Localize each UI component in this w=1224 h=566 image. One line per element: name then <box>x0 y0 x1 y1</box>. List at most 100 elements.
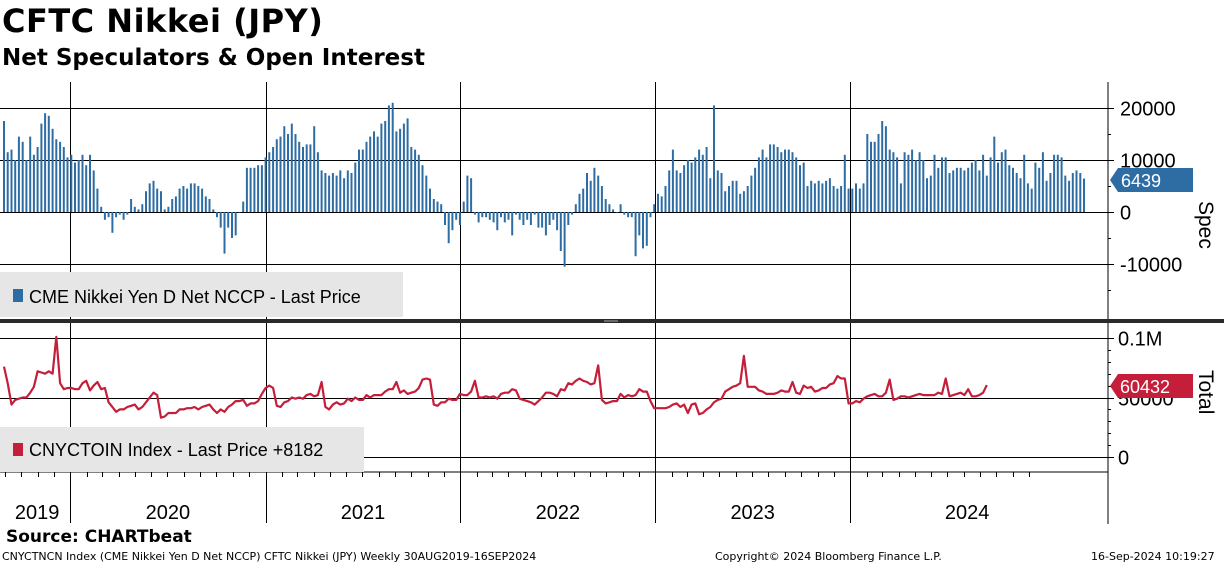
spec-bar <box>6 152 9 212</box>
spec-bar <box>821 183 824 212</box>
spec-bar <box>313 126 316 212</box>
spec-bar <box>899 183 902 212</box>
spec-bar <box>686 160 689 212</box>
spec-bar <box>982 154 985 212</box>
spec-bar <box>1064 175 1067 212</box>
spec-bar <box>257 165 260 212</box>
spec-bar <box>556 212 559 231</box>
spec-bar <box>384 121 387 212</box>
spec-bar <box>787 149 790 212</box>
spec-bar <box>458 212 461 225</box>
spec-bar <box>619 204 622 212</box>
spec-bar <box>414 149 417 212</box>
spec-bar <box>653 204 656 212</box>
spec-bar <box>373 131 375 212</box>
spec-bar <box>728 186 730 212</box>
spec-bar <box>275 139 278 212</box>
spec-bar <box>810 180 813 212</box>
spec-bar <box>466 175 469 212</box>
spec-bar <box>813 183 816 212</box>
year-label: 2020 <box>146 502 191 524</box>
spec-bar <box>541 212 544 228</box>
total-legend-label: CNYCTOIN Index - Last Price +8182 <box>29 440 323 460</box>
spec-bar <box>417 154 420 212</box>
spec-bar <box>735 180 738 212</box>
total-legend: CNYCTOIN Index - Last Price +8182 <box>0 427 364 472</box>
spec-last-value-flag: 6439 <box>1110 168 1193 192</box>
spec-bar <box>62 147 65 212</box>
spec-bar <box>802 162 805 212</box>
spec-bar <box>589 180 592 212</box>
spec-tick-label: 10000 <box>1120 151 1176 173</box>
spec-bar <box>1026 183 1029 212</box>
spec-bar <box>89 154 91 212</box>
spec-bar <box>593 167 596 212</box>
spec-bar <box>1012 167 1014 212</box>
spec-bar <box>843 154 846 212</box>
spec-bar <box>473 212 476 215</box>
spec-bar <box>600 186 603 212</box>
spec-bar <box>664 186 667 212</box>
total-tick-label: 0 <box>1118 448 1129 470</box>
spec-bar <box>287 134 289 212</box>
spec-bar <box>107 212 110 218</box>
source-label: Source: CHARTbeat <box>6 527 192 547</box>
spec-bar <box>74 162 76 212</box>
spec-bar <box>660 196 663 212</box>
spec-bar <box>253 167 256 212</box>
spec-bar <box>638 212 641 236</box>
spec-bar <box>578 193 581 212</box>
spec-bar <box>290 123 293 212</box>
spec-bar <box>365 141 368 212</box>
spec-bar <box>967 167 970 212</box>
spec-bar <box>903 152 906 212</box>
spec-bar <box>488 212 491 220</box>
spec-bar <box>122 212 125 220</box>
spec-bar <box>862 183 865 212</box>
spec-bar <box>683 165 686 212</box>
spec-bar <box>1071 173 1074 212</box>
spec-bar <box>769 144 772 212</box>
spec-bar <box>133 206 136 212</box>
spec-bar <box>391 102 394 212</box>
spec-bar <box>1041 152 1044 212</box>
spec-bar <box>791 152 794 212</box>
spec-bar <box>44 113 47 212</box>
spec-bar <box>163 209 166 212</box>
spec-bar <box>855 183 857 212</box>
spec-bar <box>515 212 517 215</box>
spec-bar <box>701 154 704 212</box>
spec-bar <box>145 191 147 212</box>
spec-bar <box>32 154 35 212</box>
spec-bar <box>690 162 693 212</box>
spec-bar <box>219 212 222 228</box>
spec-bar <box>780 152 783 212</box>
spec-bar <box>156 188 159 212</box>
spec-legend-swatch <box>13 289 23 302</box>
spec-bar <box>761 149 764 212</box>
spec-bar <box>350 173 353 212</box>
spec-bar <box>1000 152 1003 212</box>
spec-bar <box>825 180 828 212</box>
spec-bar <box>197 186 200 212</box>
spec-bar <box>70 154 73 212</box>
spec-bar <box>182 186 185 212</box>
spec-bar <box>324 173 327 212</box>
spec-bar <box>1068 180 1071 212</box>
spec-bar <box>907 154 910 212</box>
spec-bar <box>836 188 839 212</box>
spec-bar <box>111 212 114 233</box>
spec-bar <box>993 136 996 212</box>
spec-bar <box>858 188 861 212</box>
spec-bar <box>171 199 174 212</box>
spec-bar <box>387 105 390 212</box>
spec-bar <box>160 191 162 212</box>
spec-bar <box>272 147 275 212</box>
spec-bar <box>410 147 413 212</box>
spec-bar <box>511 212 514 236</box>
spec-bar <box>238 212 241 213</box>
spec-bar <box>1079 173 1082 212</box>
spec-bar <box>234 212 237 236</box>
spec-bar <box>705 147 708 212</box>
spec-bar <box>343 178 346 212</box>
